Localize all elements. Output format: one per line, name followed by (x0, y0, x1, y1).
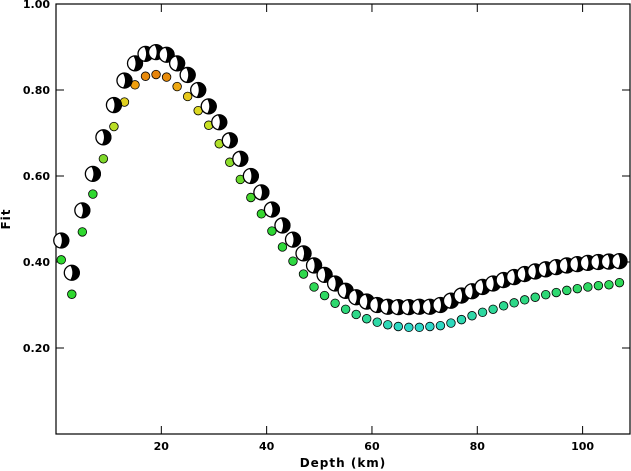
x-tick-label: 40 (259, 440, 275, 453)
focal-mechanism-marker (53, 232, 70, 249)
data-point-dot (404, 322, 414, 333)
data-point-dot (488, 304, 498, 315)
focal-mechanism-marker (253, 184, 270, 201)
data-point-dot (161, 72, 172, 82)
data-point-dot (393, 321, 403, 332)
data-point-dot (298, 269, 309, 279)
focal-mechanism-marker (274, 217, 291, 234)
y-tick-label: 0.60 (23, 170, 50, 183)
data-point-dot (109, 121, 119, 132)
data-point-dot (509, 298, 519, 308)
data-point-dot (151, 69, 161, 80)
focal-mechanism-marker (84, 165, 102, 183)
x-tick-label: 100 (571, 440, 594, 453)
data-point-dot (267, 226, 277, 236)
data-point-dot (498, 301, 509, 311)
x-tick-label: 80 (470, 440, 486, 453)
data-point-dot (583, 282, 593, 292)
data-point-dot (446, 318, 456, 328)
focal-mechanism-marker (232, 150, 249, 167)
data-point-dot (140, 71, 151, 81)
focal-mechanism-marker (63, 264, 80, 281)
focal-mechanism-marker (221, 132, 238, 149)
y-tick-label: 1.00 (23, 0, 50, 11)
focal-mechanism-marker (242, 167, 259, 185)
data-point-dot (67, 289, 77, 299)
data-point-dot (435, 320, 446, 331)
data-point-dot (77, 227, 88, 237)
focal-mechanism-marker (74, 202, 91, 219)
data-point-dot (572, 283, 583, 294)
data-point-dot (604, 280, 614, 290)
focal-mechanism-marker (105, 96, 123, 114)
series-small-dots (56, 69, 625, 333)
data-point-dot (172, 81, 182, 92)
focal-mechanism-marker (168, 55, 186, 72)
data-point-dot (330, 298, 340, 308)
data-point-dot (288, 256, 298, 266)
y-axis-title: Fit (0, 208, 13, 229)
x-axis: 20 40 60 80 100 (154, 4, 594, 453)
data-point-dot (551, 287, 561, 298)
data-point-dot (340, 304, 351, 315)
data-point-dot (98, 154, 109, 164)
data-point-dot (467, 311, 477, 321)
data-point-dot (414, 322, 425, 333)
plot-frame (55, 3, 631, 435)
y-axis: 0.20 0.40 0.60 0.80 1.00 (23, 0, 630, 355)
focal-mechanism-marker (95, 129, 112, 146)
data-point-dot (88, 189, 98, 199)
data-point-dot (519, 295, 530, 305)
focal-mechanism-marker (179, 66, 196, 84)
focal-mechanism-marker (263, 201, 281, 218)
x-axis-title: Depth (km) (300, 456, 387, 470)
data-point-dot (182, 91, 193, 102)
data-point-dot (614, 277, 625, 288)
data-point-dot (477, 307, 488, 318)
focal-mechanism-marker (316, 266, 333, 284)
focal-mechanism-marker (116, 72, 133, 89)
data-point-dot (309, 282, 319, 292)
focal-mechanism-marker (190, 81, 207, 99)
focal-mechanism-marker (211, 114, 228, 131)
data-point-dot (562, 285, 572, 296)
focal-mechanism-marker (200, 98, 217, 115)
data-point-dot (541, 289, 551, 300)
y-tick-label: 0.40 (23, 256, 50, 269)
x-tick-label: 60 (364, 440, 380, 453)
data-point-dot (593, 280, 604, 291)
data-point-dot (319, 290, 330, 301)
series-mechanism-markers (53, 44, 628, 316)
focal-mechanism-marker (295, 245, 312, 262)
data-point-dot (277, 242, 288, 252)
y-tick-label: 0.80 (23, 84, 50, 97)
data-point-dot (56, 255, 66, 265)
data-point-dot (361, 314, 372, 324)
data-point-dot (383, 320, 393, 330)
data-point-dot (425, 321, 435, 332)
data-point-dot (372, 317, 382, 327)
data-point-dot (351, 309, 361, 320)
y-tick-label: 0.20 (23, 342, 50, 355)
x-tick-label: 20 (154, 440, 170, 453)
focal-mechanism-marker (611, 252, 628, 270)
data-point-dot (530, 292, 540, 302)
focal-mechanism-marker (284, 231, 302, 248)
data-point-dot (456, 314, 467, 325)
